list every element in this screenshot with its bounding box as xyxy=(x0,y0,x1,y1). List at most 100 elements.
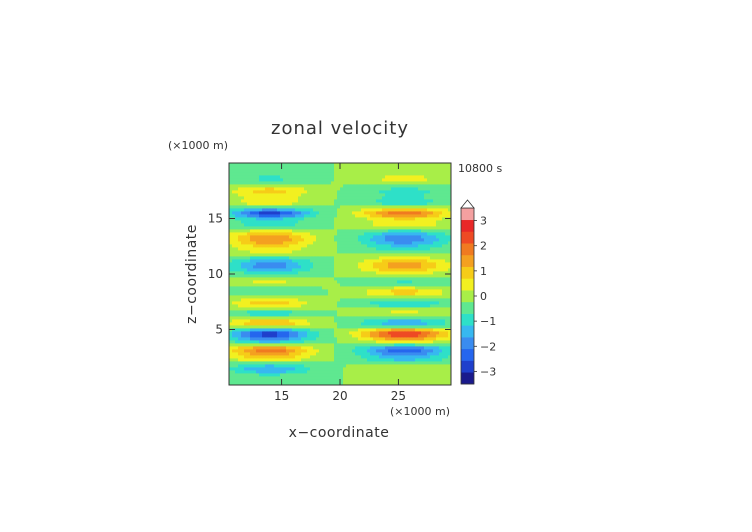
heatmap-cell xyxy=(358,247,362,251)
heatmap-cell xyxy=(397,322,401,326)
heatmap-cell xyxy=(298,277,302,281)
heatmap-cell xyxy=(325,337,329,341)
heatmap-cell xyxy=(313,259,317,263)
heatmap-cell xyxy=(412,223,416,227)
heatmap-cell xyxy=(319,250,323,254)
heatmap-cell xyxy=(337,244,341,248)
heatmap-cell xyxy=(406,289,410,293)
heatmap-cell xyxy=(241,232,245,236)
heatmap-cell xyxy=(373,355,377,359)
heatmap-cell xyxy=(442,322,446,326)
heatmap-cell xyxy=(364,376,368,380)
heatmap-cell xyxy=(256,262,260,266)
heatmap-cell xyxy=(385,250,389,254)
heatmap-cell xyxy=(259,220,263,224)
heatmap-cell xyxy=(424,289,428,293)
heatmap-cell xyxy=(385,343,389,347)
heatmap-cell xyxy=(445,295,449,299)
heatmap-cell xyxy=(256,280,260,284)
heatmap-cell xyxy=(439,322,443,326)
heatmap-cell xyxy=(349,232,353,236)
heatmap-cell xyxy=(253,184,257,188)
heatmap-cell xyxy=(277,373,281,377)
heatmap-cell xyxy=(271,259,275,263)
heatmap-cell xyxy=(442,328,446,332)
heatmap-cell xyxy=(286,307,290,311)
heatmap-cell xyxy=(310,211,314,215)
heatmap-cell xyxy=(259,214,263,218)
heatmap-cell xyxy=(259,190,263,194)
heatmap-cell xyxy=(349,322,353,326)
heatmap-cell xyxy=(376,184,380,188)
heatmap-cell xyxy=(250,361,254,365)
heatmap-cell xyxy=(310,280,314,284)
heatmap-cell xyxy=(328,229,332,233)
heatmap-cell xyxy=(418,298,422,302)
heatmap-cell xyxy=(445,235,449,239)
heatmap-cell xyxy=(391,343,395,347)
heatmap-cell xyxy=(412,379,416,383)
heatmap-cell xyxy=(370,301,374,305)
heatmap-cell xyxy=(403,370,407,374)
heatmap-cell xyxy=(316,190,320,194)
heatmap-cell xyxy=(289,346,293,350)
heatmap-cell xyxy=(427,352,431,356)
heatmap-cell xyxy=(394,259,398,263)
heatmap-cell xyxy=(259,292,263,296)
heatmap-cell xyxy=(277,217,281,221)
heatmap-cell xyxy=(232,196,236,200)
heatmap-cell xyxy=(295,292,299,296)
heatmap-cell xyxy=(430,208,434,212)
heatmap-cell xyxy=(430,268,434,272)
heatmap-cell xyxy=(292,322,296,326)
heatmap-cell xyxy=(406,190,410,194)
heatmap-cell xyxy=(310,223,314,227)
heatmap-cell xyxy=(370,214,374,218)
heatmap-cell xyxy=(283,292,287,296)
heatmap-cell xyxy=(394,352,398,356)
heatmap-cell xyxy=(340,241,344,245)
heatmap-cell xyxy=(412,337,416,341)
heatmap-cell xyxy=(403,223,407,227)
heatmap-cell xyxy=(382,316,386,320)
heatmap-cell xyxy=(397,343,401,347)
heatmap-cell xyxy=(313,292,317,296)
heatmap-cell xyxy=(298,232,302,236)
heatmap-cell xyxy=(304,226,308,230)
heatmap-cell xyxy=(331,274,335,278)
heatmap-cell xyxy=(340,376,344,380)
heatmap-cell xyxy=(334,271,338,275)
heatmap-cell xyxy=(319,244,323,248)
heatmap-cell xyxy=(370,211,374,215)
heatmap-cell xyxy=(277,301,281,305)
heatmap-cell xyxy=(316,304,320,308)
heatmap-cell xyxy=(433,310,437,314)
heatmap-cell xyxy=(358,244,362,248)
heatmap-cell xyxy=(442,205,446,209)
heatmap-cell xyxy=(343,205,347,209)
heatmap-cell xyxy=(235,367,239,371)
heatmap-cell xyxy=(319,214,323,218)
heatmap-cell xyxy=(280,331,284,335)
heatmap-cell xyxy=(430,376,434,380)
heatmap-cell xyxy=(322,298,326,302)
heatmap-cell xyxy=(355,262,359,266)
heatmap-cell xyxy=(385,382,389,386)
heatmap-cell xyxy=(352,277,356,281)
heatmap-cell xyxy=(433,328,437,332)
heatmap-cell xyxy=(238,379,242,383)
heatmap-cell xyxy=(388,220,392,224)
heatmap-cell xyxy=(388,331,392,335)
heatmap-cell xyxy=(421,274,425,278)
heatmap-cell xyxy=(388,268,392,272)
heatmap-cell xyxy=(364,232,368,236)
heatmap-cell xyxy=(256,376,260,380)
heatmap-cell xyxy=(397,253,401,257)
heatmap-cell xyxy=(418,382,422,386)
heatmap-cell xyxy=(301,277,305,281)
heatmap-cell xyxy=(394,241,398,245)
heatmap-cell xyxy=(439,217,443,221)
heatmap-cell xyxy=(328,271,332,275)
heatmap-cell xyxy=(295,340,299,344)
heatmap-cell xyxy=(403,361,407,365)
